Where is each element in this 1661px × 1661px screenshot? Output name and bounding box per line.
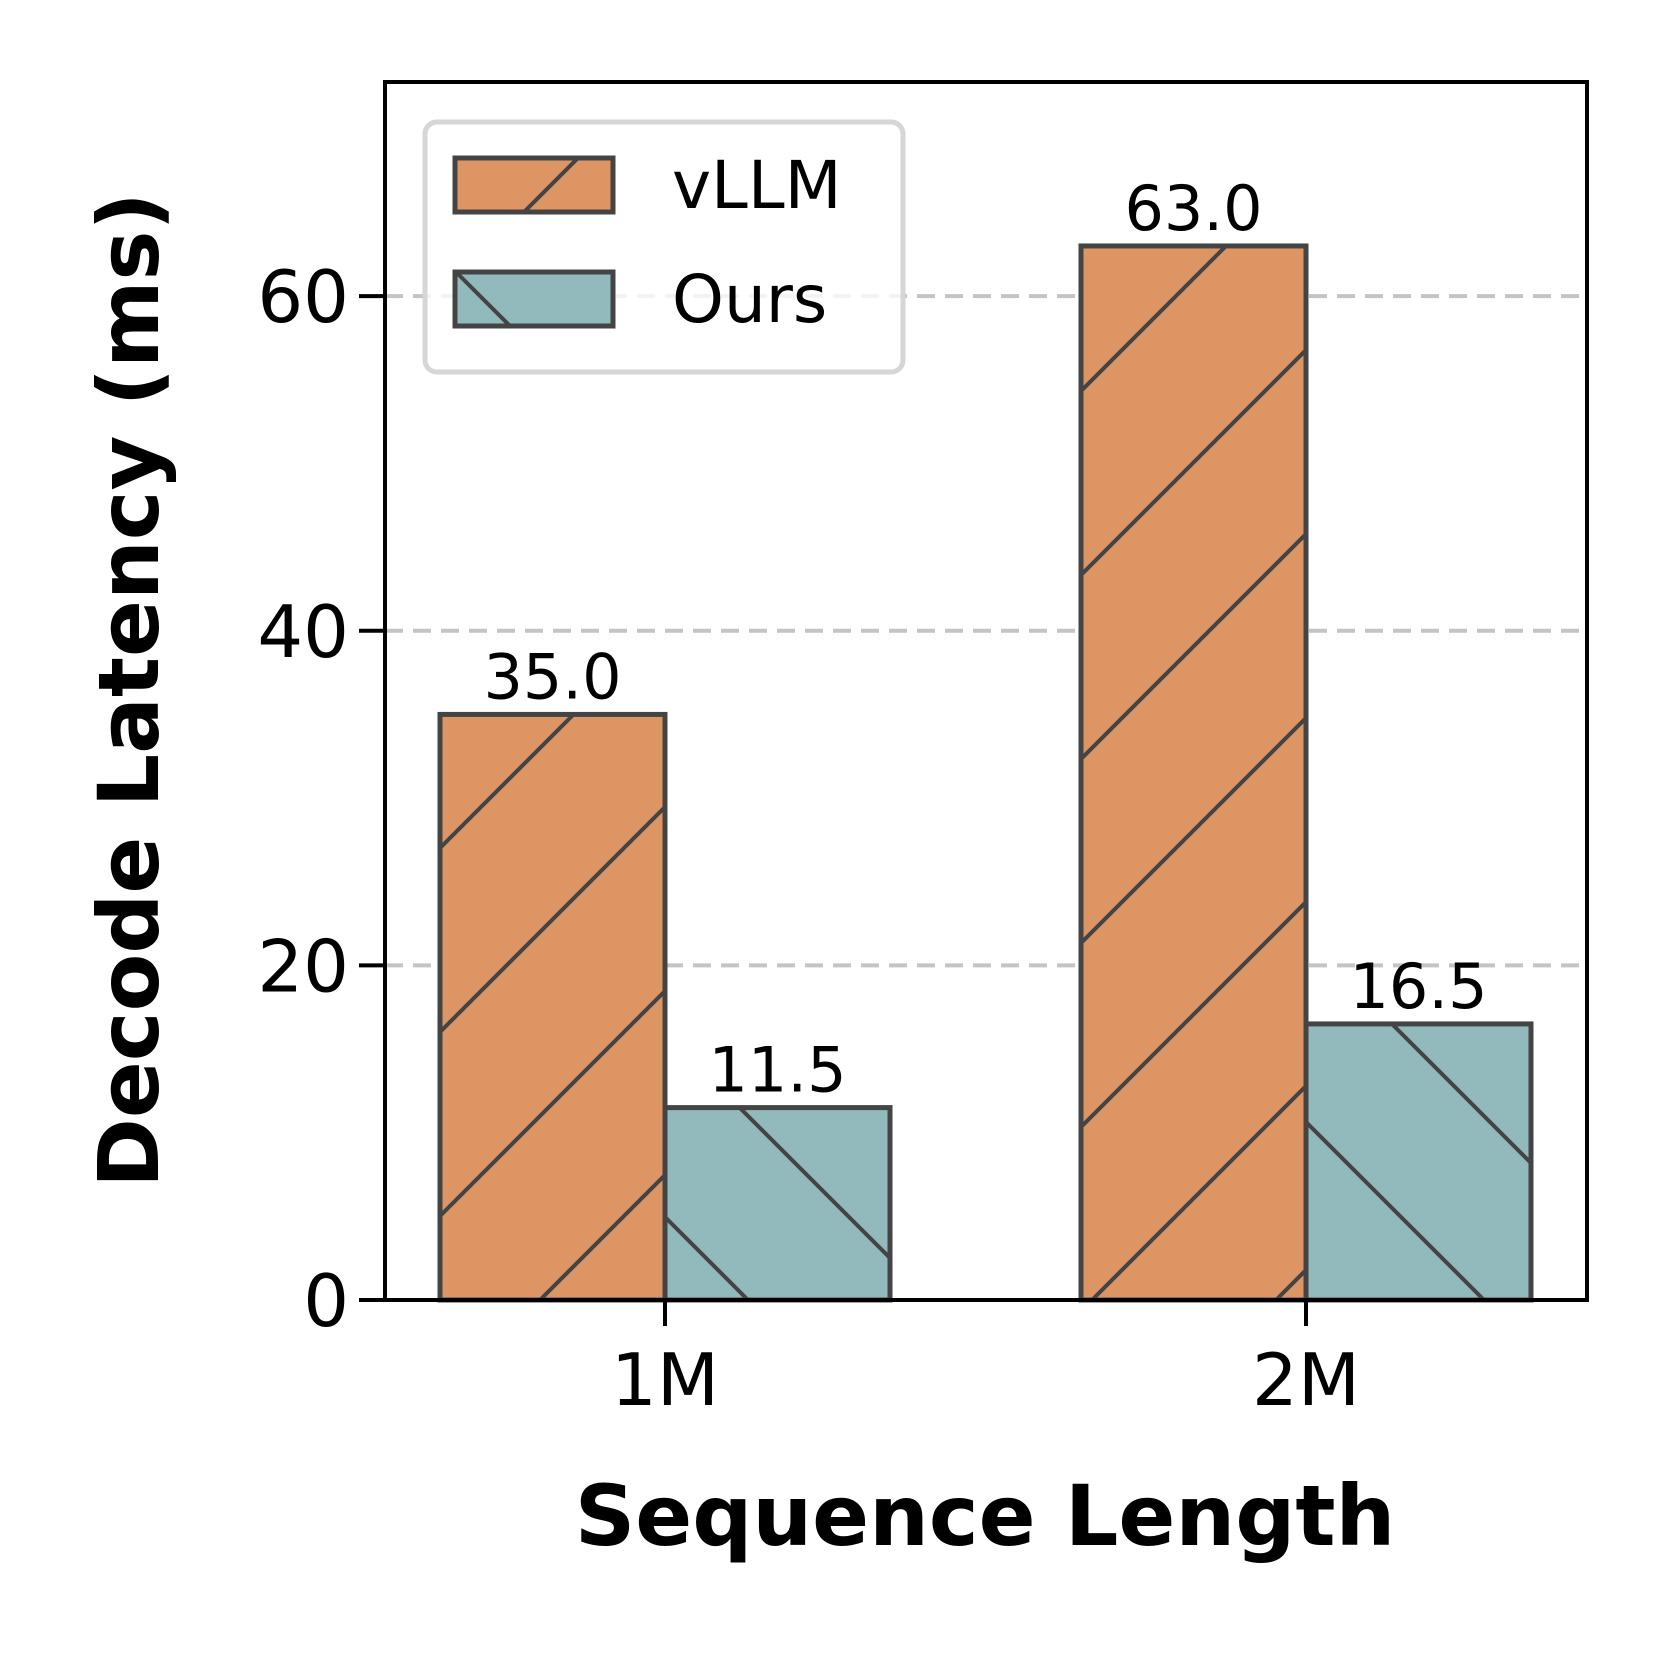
bars	[437, 243, 1534, 1303]
y-axis-title: Decode Latency (ms)	[80, 192, 178, 1188]
y-tick-label-0: 0	[303, 1259, 349, 1343]
plot-border	[383, 80, 1589, 1302]
legend-entry-ours: Ours	[452, 261, 827, 338]
bar-hatch-vllm-1m	[437, 711, 668, 1303]
legend: vLLM Ours	[422, 119, 906, 375]
legend-entry-vllm: vLLM	[452, 147, 842, 224]
legend-swatch-hatch-ours	[455, 272, 613, 326]
legend-label-vllm: vLLM	[672, 147, 842, 224]
bar-hatch-ours-2m	[1303, 1021, 1534, 1303]
legend-label-ours: Ours	[672, 261, 827, 338]
x-axis-title: Sequence Length	[575, 1467, 1396, 1565]
data-labels: 35.0 63.0 11.5 16.5	[483, 172, 1487, 1107]
data-label-ours-2m: 16.5	[1349, 950, 1487, 1023]
y-tick-label-60: 60	[257, 255, 349, 339]
data-label-vllm-1m: 35.0	[483, 640, 621, 713]
data-label-ours-1m: 11.5	[708, 1034, 846, 1107]
plot-frame	[383, 80, 1589, 1302]
data-label-vllm-2m: 63.0	[1124, 172, 1262, 245]
x-tick-label-1m: 1M	[611, 1338, 719, 1422]
x-tick-label-2m: 2M	[1252, 1338, 1360, 1422]
bar-hatch-ours-1m	[662, 1105, 893, 1303]
y-tick-label-40: 40	[257, 590, 349, 674]
bar-hatch-vllm-2m	[1078, 243, 1309, 1303]
axis-ticks: 0 20 40 60 1M 2M	[257, 255, 1360, 1422]
y-tick-label-20: 20	[257, 924, 349, 1008]
legend-swatch-hatch-vllm	[455, 158, 613, 212]
